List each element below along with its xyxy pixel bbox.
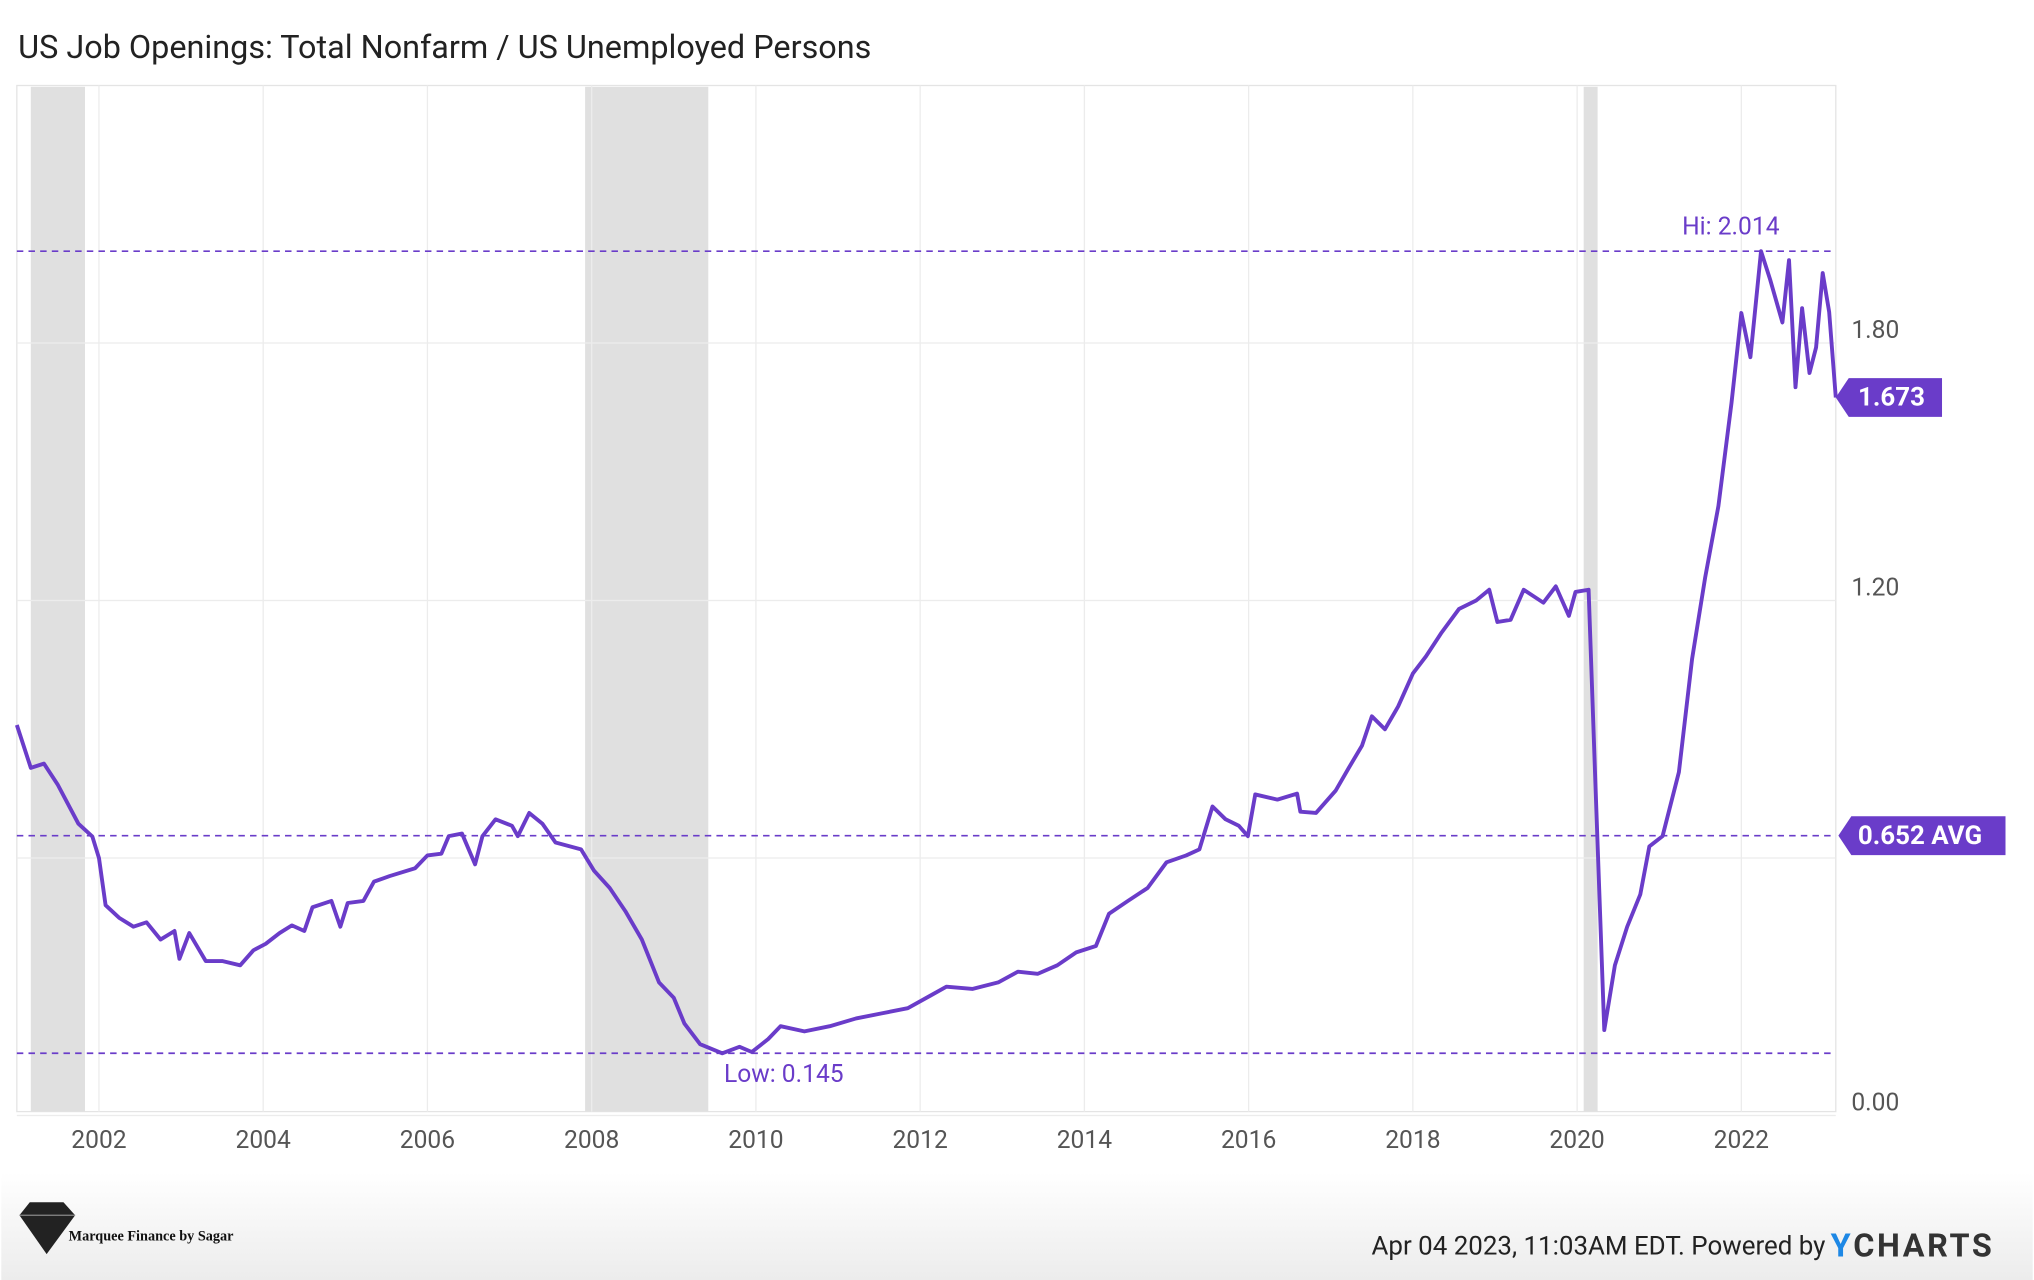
x-tick-label: 2002	[71, 1126, 126, 1155]
low-label: Low: 0.145	[724, 1060, 844, 1089]
series-line	[14, 249, 1838, 1056]
x-tick-label: 2018	[1385, 1126, 1440, 1155]
x-tick-label: 2006	[400, 1126, 455, 1155]
avg-box	[1838, 816, 2006, 856]
timestamp: Apr 04 2023, 11:03AM EDT. Powered by	[1372, 1231, 1826, 1261]
y-tick-label: 1.80	[1851, 316, 1899, 345]
last-value-label: 1.673	[1858, 383, 1925, 413]
hi-label: Hi: 2.014	[1682, 212, 1780, 241]
ycharts-logo: YCHARTS	[1831, 1226, 1995, 1264]
y-tick-label: 0.00	[1851, 1088, 1899, 1117]
plot	[14, 85, 1838, 1117]
x-tick-label: 2014	[1057, 1126, 1112, 1155]
y-tick-label: 1.20	[1851, 573, 1899, 602]
recession-band	[585, 86, 709, 1112]
x-tick-label: 2004	[236, 1126, 291, 1155]
plot-frame	[16, 84, 1837, 1113]
footer-bg	[1, 1172, 2033, 1280]
source: Marquee Finance by Sagar	[69, 1229, 234, 1245]
x-tick-label: 2010	[728, 1126, 783, 1155]
last-value-box	[1835, 378, 1943, 417]
logo	[19, 1202, 76, 1255]
x-tick-label: 2012	[892, 1126, 947, 1155]
x-tick-label: 2022	[1714, 1126, 1769, 1155]
recession-band	[30, 86, 85, 1112]
chart-title: US Job Openings: Total Nonfarm / US Unem…	[18, 28, 871, 66]
x-tick-label: 2020	[1549, 1126, 1604, 1155]
avg-label: 0.652 AVG	[1858, 821, 1982, 851]
x-tick-label: 2016	[1221, 1126, 1276, 1155]
x-tick-label: 2008	[564, 1126, 619, 1155]
